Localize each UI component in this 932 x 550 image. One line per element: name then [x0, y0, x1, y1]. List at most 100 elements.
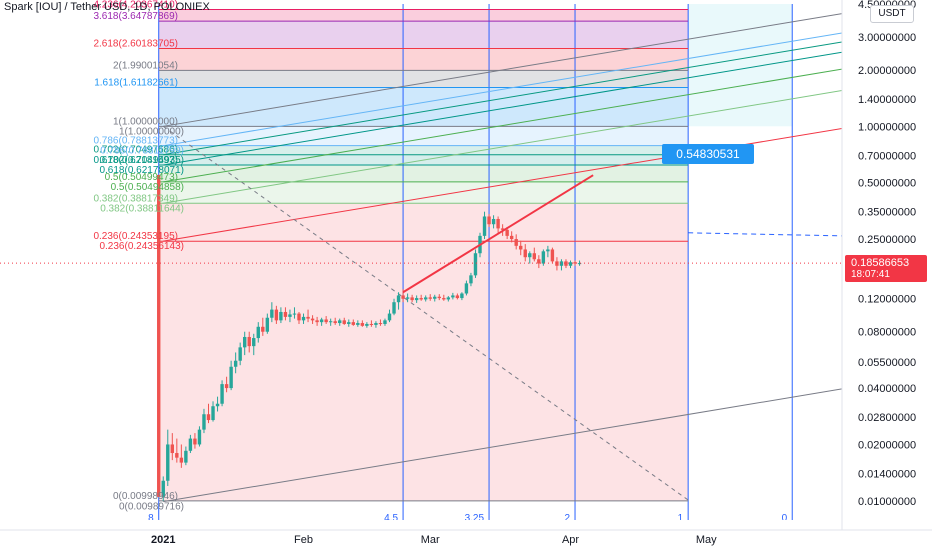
candle-body [514, 239, 518, 246]
time-cycle-label: 8 [148, 513, 154, 524]
candle-body [297, 313, 301, 321]
candle-body [175, 453, 179, 458]
candle-body [378, 323, 383, 325]
fib-labels: 8 4.5 3.25 2 1 0 4.236(4.20367410)3.618(3.6478… [93, 0, 787, 524]
candle-body [233, 360, 238, 367]
candle-body [414, 298, 419, 301]
candle-body [442, 298, 446, 300]
candle-body [252, 338, 256, 347]
fib-fan-line [163, 32, 842, 147]
chart-pane[interactable]: 8 4.5 3.25 2 1 0 4.236(4.20367410)3.618(3.6478… [0, 0, 842, 528]
candle-body [523, 249, 527, 258]
time-cycle-label: 4.5 [384, 513, 398, 524]
drawing-overlays [0, 174, 842, 294]
candle-body [360, 323, 365, 326]
projection-callout: 0.54830531 [662, 144, 754, 164]
fib-band [158, 241, 689, 501]
fib-band [158, 164, 689, 182]
last-price-value: 0.18586653 [851, 257, 910, 269]
candle-body [301, 316, 306, 321]
candle-body [451, 295, 455, 298]
price-tick-label: 0.01000000 [858, 496, 916, 508]
fib-level-label: 0.702(0.70497686) [93, 145, 178, 156]
fib-fan-label: 0.786(0.78811799) [100, 146, 184, 157]
fib-fan-label: 0.236(0.24356143) [99, 241, 184, 252]
fib-band [158, 126, 689, 146]
time-tick-label: Feb [294, 534, 313, 546]
currency-badge[interactable]: USDT [870, 5, 914, 23]
fib-fan-label: 0.702(0.70494935) [99, 155, 184, 166]
candle-body [215, 403, 220, 407]
trend-dashed-line [162, 125, 689, 501]
price-tick-label: 0.01400000 [858, 468, 916, 480]
candle-body [473, 253, 478, 276]
candle-body [464, 283, 469, 294]
candle-body [469, 275, 473, 284]
candle-body [238, 347, 242, 361]
candle-body [220, 384, 224, 404]
time-axis-bg [0, 530, 932, 550]
candle-body [319, 319, 324, 323]
fib-fan-label: 1(1.00000000) [119, 126, 184, 137]
time-cycle-label: 3.25 [465, 513, 485, 524]
candle-body [392, 302, 396, 314]
candle-body [247, 336, 251, 347]
candle-body [455, 295, 460, 299]
candle-body [279, 311, 283, 321]
fib-level-label: 0.236(0.24353195) [93, 231, 178, 242]
fib-retracement-lines [158, 9, 689, 502]
time-axis[interactable]: 2021 Feb Mar Apr May [0, 529, 932, 550]
candle-body [482, 216, 487, 236]
fib-level-label: 2(1.99001054) [113, 60, 178, 71]
price-tick-label: 0.12000000 [858, 294, 916, 306]
candle-body [347, 322, 351, 324]
candle-body [161, 480, 165, 497]
candle-body [369, 323, 374, 325]
candle-body [401, 295, 405, 299]
candle-body [324, 319, 328, 323]
fib-band [158, 9, 689, 22]
time-cycle-label: 2 [564, 513, 570, 524]
candle-body [179, 457, 184, 463]
candle-body [193, 438, 197, 445]
candle-body [424, 297, 428, 300]
candle-body [265, 317, 270, 332]
fib-band [158, 21, 689, 49]
candle-body [270, 309, 274, 318]
time-tick-label: Apr [562, 534, 579, 546]
candle-body [184, 450, 188, 463]
candle-body [541, 251, 546, 264]
projection-line [402, 174, 594, 294]
price-tick-label: 0.08000000 [858, 327, 916, 339]
time-tick-label: Mar [421, 534, 440, 546]
candle-body [356, 323, 360, 325]
fib-band [158, 203, 689, 242]
candle-body [550, 249, 555, 262]
fib-level-label: 0(0.00998946) [113, 491, 178, 502]
candle-body [396, 295, 401, 303]
fib-fan-lines [162, 13, 842, 503]
price-tick-label: 0.50000000 [858, 178, 916, 190]
candle-body [206, 414, 211, 421]
candle-body [342, 320, 346, 324]
candle-body [338, 320, 342, 324]
candle-body [261, 326, 265, 332]
price-tick-label: 3.00000000 [858, 32, 916, 44]
fib-bands [158, 4, 793, 501]
fib-level-label: 1(1.00000000) [113, 116, 178, 127]
candle-body [537, 259, 541, 264]
fib-level-label: 4.236(4.20367410) [93, 0, 178, 11]
candle-body [500, 228, 505, 230]
time-tick-label: 2021 [151, 534, 175, 546]
symbol-title[interactable]: Spark [IOU] / Tether USD, 1D, POLONIEX [4, 1, 210, 13]
candle-body [166, 444, 170, 481]
candle-body [528, 253, 532, 258]
candle-body [211, 406, 215, 421]
fib-band [158, 87, 689, 127]
candle-body [306, 316, 310, 319]
candle-body [428, 297, 432, 299]
price-tick-label: 2.00000000 [858, 65, 916, 77]
candle-body [333, 321, 337, 324]
